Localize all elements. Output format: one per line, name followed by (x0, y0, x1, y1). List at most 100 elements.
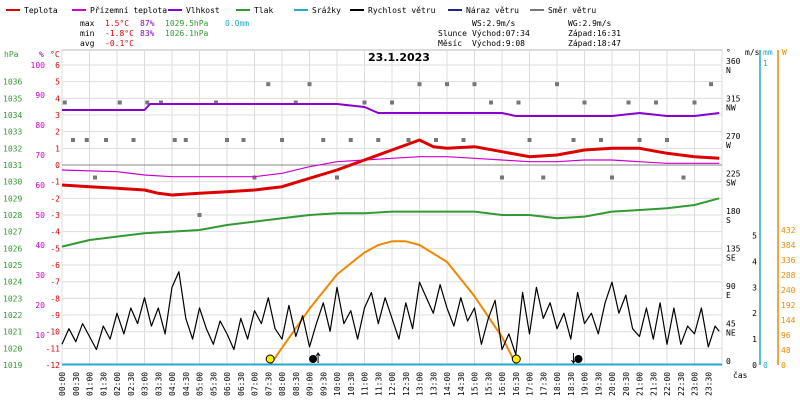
axis-pct-tick: 30 (35, 271, 45, 280)
wind-direction-dot (709, 82, 713, 87)
wind-direction-dot (434, 138, 438, 143)
axis-time-tick: 03:00 (141, 372, 150, 396)
axes: hPa1019102010211022102310241025102610271… (3, 48, 796, 396)
moonset-arrowhead (571, 359, 576, 364)
axis-time-tick: 17:00 (526, 372, 535, 396)
axis-time-tick: 18:30 (567, 372, 576, 396)
axis-hpa-tick: 1027 (3, 228, 22, 237)
axis-time-tick: 16:30 (512, 372, 521, 396)
wind-direction-dot (214, 100, 218, 105)
wind-direction-dot (183, 138, 188, 143)
sun-rise: Východ:07:34 (472, 29, 530, 38)
axis-time-tick: 23:00 (691, 372, 700, 396)
axis-pct-tick: 10 (35, 331, 45, 340)
wind-direction-dot (266, 82, 271, 87)
axis-degc-tick: -5 (50, 244, 60, 253)
axis-degc-tick: -2 (50, 194, 60, 203)
wind-direction-dot (417, 82, 422, 87)
wind-wg: WG:2.9m/s (568, 19, 612, 28)
axis-time-tick: 00:30 (72, 372, 81, 396)
axis-time-tick: 08:00 (278, 372, 287, 396)
wind-direction-dot (445, 82, 449, 87)
wind-direction-dot (62, 100, 67, 105)
wind-direction-dot (461, 138, 466, 143)
series-ground-temp-line (61, 156, 720, 178)
wind-direction-dot (197, 213, 202, 218)
axis-time-tick: 18:00 (553, 372, 562, 396)
stat-min-press: 1026.1hPa (165, 29, 209, 38)
axis-pct-tick: 70 (35, 151, 45, 160)
axis-time-tick: 16:00 (498, 372, 507, 396)
wind-direction-dot (541, 175, 546, 180)
axis-dir-tick: 90 (726, 282, 736, 291)
axis-pct-tick: 40 (35, 241, 45, 250)
axis-mm-unit: mm (763, 48, 773, 57)
axis-dir-label: NW (726, 104, 736, 113)
axis-time-tick: 11:00 (361, 372, 370, 396)
axis-wm2-tick: 0 (781, 361, 786, 370)
axis-ms-tick: 1 (752, 335, 757, 344)
axis-degc-tick: -8 (50, 294, 60, 303)
axis-wm2-unit: W (782, 48, 787, 57)
wind-direction-dot (665, 138, 669, 143)
axis-ms-tick: 0 (752, 361, 757, 370)
axis-wm2-tick: 192 (781, 301, 796, 310)
axis-dir-label: W (726, 141, 731, 150)
axis-degc-tick: 2 (55, 128, 60, 137)
axis-hpa-tick: 1020 (3, 344, 22, 353)
legend-label: Teplota (24, 6, 58, 15)
sunset-marker (511, 354, 521, 364)
axis-ms-tick: 5 (752, 232, 757, 241)
axis-time-tick: 08:30 (292, 372, 301, 396)
stat-min-label: min (80, 29, 95, 38)
axis-dir-tick: 360 (726, 57, 741, 66)
wind-direction-dot (321, 138, 326, 143)
legend-label: Vlhkost (186, 6, 220, 15)
axis-time-tick: 10:00 (333, 372, 342, 396)
axis-time-tick: 23:30 (704, 372, 713, 396)
wind-direction-dot (626, 100, 631, 105)
axis-time-tick: 05:30 (209, 372, 218, 396)
moon-set: Západ:18:47 (568, 39, 621, 48)
legend: Teplota Přízemní teplota Vlhkost Tlak Srážky… (6, 6, 596, 15)
axis-hpa-tick: 1033 (3, 128, 22, 137)
axis-hpa-tick: 1025 (3, 261, 22, 270)
wind-direction-dot (93, 175, 97, 180)
legend-label: Směr větru (548, 6, 596, 15)
axis-degc-unit: °C (50, 50, 60, 59)
axis-time-tick: 01:30 (99, 372, 108, 396)
wind-direction-dot (362, 100, 367, 105)
axis-degc-tick: -7 (50, 278, 60, 287)
axis-time-tick: 20:00 (608, 372, 617, 396)
wind-direction-dot (599, 138, 603, 143)
axis-pct-tick: 60 (35, 181, 45, 190)
x-axis-label: čas (733, 370, 748, 380)
chart-title: 23.1.2023 (368, 51, 430, 64)
axis-degc-tick: -9 (50, 311, 60, 320)
axis-hpa-unit: hPa (4, 50, 19, 59)
axis-time-tick: 11:30 (374, 372, 383, 396)
axis-dir-label: S (726, 216, 731, 225)
axis-dir-label: SW (726, 179, 736, 188)
axis-pct-tick: 100 (31, 61, 46, 70)
axis-wm2-tick: 48 (781, 346, 791, 355)
axis-ms-tick: 4 (752, 257, 757, 266)
stat-avg-label: avg (80, 39, 95, 48)
stat-min-hum: 83% (140, 29, 155, 38)
wind-direction-dot (131, 138, 136, 143)
axis-wm2-tick: 288 (781, 271, 796, 280)
axis-hpa-tick: 1026 (3, 244, 22, 253)
axis-hpa-tick: 1030 (3, 178, 22, 187)
axis-time-tick: 22:30 (677, 372, 686, 396)
axis-hpa-tick: 1035 (3, 94, 22, 103)
axis-mm-tick: 1 (763, 59, 768, 68)
axis-dir-label: E (726, 291, 731, 300)
moon-rise: Východ:9:08 (472, 39, 525, 48)
series-wind-speed-line (61, 271, 720, 356)
axis-time-tick: 14:00 (443, 372, 452, 396)
wind-direction-dot (527, 138, 532, 143)
stat-max-hum: 87% (140, 19, 155, 28)
wind-direction-dot (117, 100, 122, 105)
axis-time-tick: 20:30 (622, 372, 631, 396)
axis-degc-tick: 0 (55, 161, 60, 170)
